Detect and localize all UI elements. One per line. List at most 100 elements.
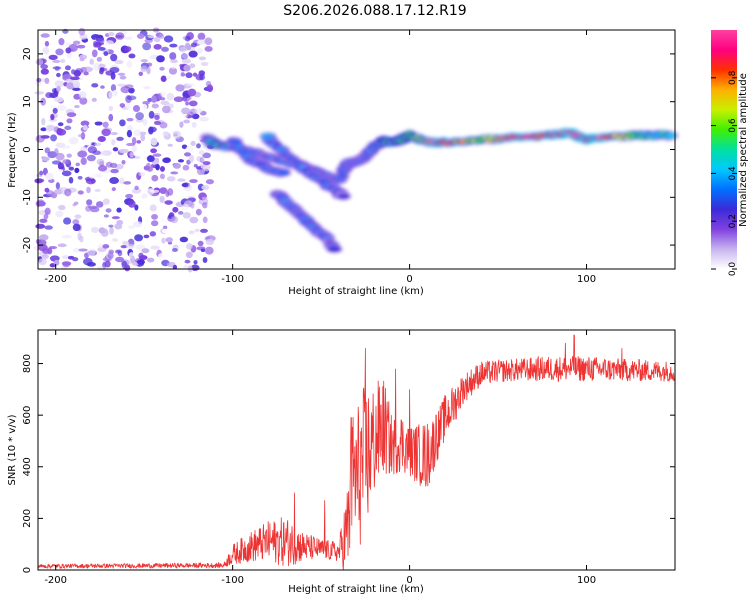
noise-blob — [40, 97, 46, 106]
noise-blob — [118, 148, 129, 154]
noise-blob — [64, 125, 72, 131]
noise-blob — [77, 232, 82, 241]
noise-blob — [125, 102, 131, 110]
noise-blob — [87, 205, 98, 209]
heatmap-tracks — [199, 127, 679, 254]
noise-blob — [72, 80, 80, 88]
noise-blob — [91, 83, 99, 88]
noise-blob — [86, 199, 93, 206]
noise-blob — [167, 143, 173, 147]
noise-blob — [83, 71, 89, 76]
noise-blob — [110, 132, 118, 136]
noise-blob — [180, 72, 186, 77]
noise-blob — [159, 121, 168, 129]
noise-blob — [173, 96, 184, 103]
noise-blob — [108, 105, 114, 112]
noise-blob — [45, 172, 54, 181]
noise-blob — [160, 90, 167, 97]
noise-blob — [105, 40, 114, 46]
heatmap-noise-region — [33, 27, 216, 273]
heatmap-y-label: Frequency (Hz) — [7, 112, 18, 188]
noise-blob — [146, 155, 155, 163]
noise-blob — [141, 193, 148, 199]
colorbar: 0.0 0.2 0.4 0.6 0.8 Normalized spectral ampl… — [711, 30, 749, 276]
noise-blob — [97, 47, 106, 51]
noise-blob — [153, 36, 161, 43]
noise-blob — [105, 208, 112, 213]
noise-blob — [182, 95, 188, 102]
noise-blob — [112, 147, 119, 152]
noise-blob — [94, 188, 101, 192]
noise-blob — [160, 75, 167, 83]
colorbar-tick-label: 0.0 — [728, 262, 738, 277]
x-tick-label: -200 — [44, 274, 67, 285]
noise-blob — [76, 44, 86, 49]
noise-blob — [103, 51, 109, 56]
noise-blob — [77, 190, 84, 195]
noise-blob — [163, 225, 168, 230]
noise-blob — [159, 66, 165, 71]
noise-blob — [123, 181, 132, 185]
noise-blob — [128, 200, 136, 208]
noise-blob — [66, 112, 77, 118]
noise-blob — [53, 148, 59, 157]
noise-blob — [64, 65, 71, 71]
noise-blob — [169, 52, 177, 60]
noise-blob — [185, 101, 190, 106]
noise-blob — [146, 257, 155, 263]
noise-blob — [102, 121, 109, 128]
noise-blob — [115, 32, 125, 40]
noise-blob — [49, 92, 59, 99]
noise-blob — [132, 104, 141, 113]
noise-blob — [116, 136, 124, 141]
noise-blob — [114, 223, 123, 230]
noise-blob — [101, 128, 111, 137]
noise-blob — [60, 58, 66, 64]
noise-blob — [95, 35, 105, 42]
noise-blob — [95, 201, 104, 208]
noise-blob — [75, 162, 80, 167]
noise-blob — [200, 157, 205, 162]
noise-blob — [155, 163, 160, 171]
noise-blob — [151, 103, 159, 109]
noise-blob — [108, 224, 114, 228]
heatmap-y-axis: -20 -10 0 10 20 — [22, 48, 675, 253]
noise-blob — [50, 113, 55, 121]
noise-blob — [66, 118, 73, 124]
noise-blob — [56, 105, 67, 112]
noise-blob — [165, 237, 174, 243]
noise-blob — [186, 243, 193, 250]
noise-blob — [50, 134, 58, 142]
noise-blob — [138, 171, 146, 177]
noise-blob — [65, 47, 72, 54]
x-tick-label: 100 — [577, 274, 596, 285]
noise-blob — [39, 218, 48, 223]
noise-blob — [204, 37, 213, 46]
noise-blob — [202, 152, 212, 159]
noise-blob — [120, 245, 128, 249]
noise-blob — [172, 206, 179, 213]
track-blob — [666, 132, 677, 139]
noise-blob — [40, 135, 50, 139]
noise-blob — [160, 100, 170, 106]
x-tick-label: 100 — [577, 575, 596, 586]
noise-blob — [57, 122, 64, 127]
noise-blob — [92, 62, 102, 71]
noise-blob — [166, 176, 176, 182]
noise-blob — [94, 173, 101, 178]
noise-blob — [45, 124, 53, 133]
noise-blob — [191, 122, 197, 128]
noise-blob — [202, 202, 208, 209]
noise-blob — [188, 50, 198, 58]
noise-blob — [109, 66, 120, 74]
noise-blob — [157, 253, 166, 261]
noise-blob — [149, 204, 157, 212]
noise-blob — [58, 204, 66, 211]
noise-blob — [117, 250, 123, 257]
noise-blob — [148, 126, 157, 133]
noise-blob — [146, 66, 151, 75]
noise-blob — [78, 248, 88, 252]
noise-blob — [188, 100, 198, 107]
noise-blob — [204, 45, 213, 52]
noise-blob — [161, 237, 166, 244]
